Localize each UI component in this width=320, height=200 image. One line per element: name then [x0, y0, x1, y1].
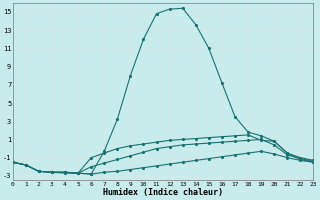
X-axis label: Humidex (Indice chaleur): Humidex (Indice chaleur) — [103, 188, 223, 197]
